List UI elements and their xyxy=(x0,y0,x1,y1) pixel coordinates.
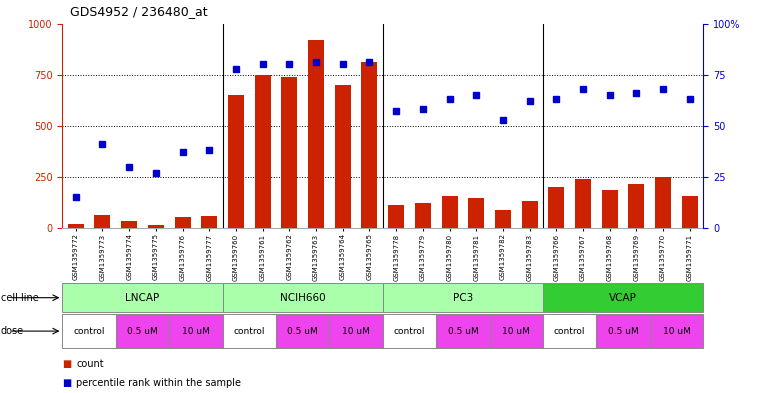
Text: 0.5 uM: 0.5 uM xyxy=(127,327,158,336)
Text: 0.5 uM: 0.5 uM xyxy=(288,327,318,336)
Bar xyxy=(597,314,650,348)
Bar xyxy=(148,225,164,228)
Text: 0.5 uM: 0.5 uM xyxy=(608,327,638,336)
Bar xyxy=(415,204,431,228)
Text: GDS4952 / 236480_at: GDS4952 / 236480_at xyxy=(70,5,208,18)
Bar xyxy=(543,314,597,348)
Bar xyxy=(682,196,698,228)
Text: VCAP: VCAP xyxy=(609,293,637,303)
Bar xyxy=(388,206,404,228)
Bar xyxy=(62,314,116,348)
Bar xyxy=(655,177,671,228)
Text: dose: dose xyxy=(1,326,24,336)
Bar xyxy=(276,314,330,348)
Text: control: control xyxy=(234,327,265,336)
Bar xyxy=(383,314,436,348)
Text: 10 uM: 10 uM xyxy=(182,327,210,336)
Text: ■: ■ xyxy=(62,378,72,388)
Text: LNCAP: LNCAP xyxy=(126,293,160,303)
Bar xyxy=(650,314,703,348)
Bar xyxy=(62,283,222,312)
Text: cell line: cell line xyxy=(1,293,39,303)
Text: percentile rank within the sample: percentile rank within the sample xyxy=(76,378,241,388)
Text: control: control xyxy=(554,327,585,336)
Bar xyxy=(68,224,84,228)
Text: count: count xyxy=(76,358,103,369)
Bar xyxy=(543,283,703,312)
Bar xyxy=(495,209,511,228)
Bar xyxy=(330,314,383,348)
Bar xyxy=(549,187,565,228)
Bar xyxy=(255,75,271,228)
Bar xyxy=(602,190,618,228)
Text: PC3: PC3 xyxy=(453,293,473,303)
Text: control: control xyxy=(73,327,105,336)
Bar xyxy=(489,314,543,348)
Text: 10 uM: 10 uM xyxy=(502,327,530,336)
Text: NCIH660: NCIH660 xyxy=(280,293,326,303)
Bar xyxy=(222,314,276,348)
Bar xyxy=(228,95,244,228)
Bar xyxy=(308,40,324,228)
Bar xyxy=(222,283,383,312)
Bar xyxy=(361,62,377,228)
Text: control: control xyxy=(393,327,425,336)
Bar xyxy=(436,314,489,348)
Bar xyxy=(575,179,591,228)
Bar xyxy=(441,196,457,228)
Bar xyxy=(383,283,543,312)
Bar xyxy=(282,77,298,228)
Bar xyxy=(521,201,537,228)
Text: 10 uM: 10 uM xyxy=(342,327,370,336)
Text: ■: ■ xyxy=(62,358,72,369)
Bar xyxy=(121,221,137,228)
Bar xyxy=(169,314,222,348)
Bar xyxy=(335,85,351,228)
Bar xyxy=(94,215,110,228)
Bar xyxy=(201,216,217,228)
Text: 10 uM: 10 uM xyxy=(663,327,690,336)
Bar xyxy=(174,217,190,228)
Bar xyxy=(468,198,484,228)
Bar xyxy=(116,314,169,348)
Bar xyxy=(629,184,645,228)
Text: 0.5 uM: 0.5 uM xyxy=(447,327,478,336)
